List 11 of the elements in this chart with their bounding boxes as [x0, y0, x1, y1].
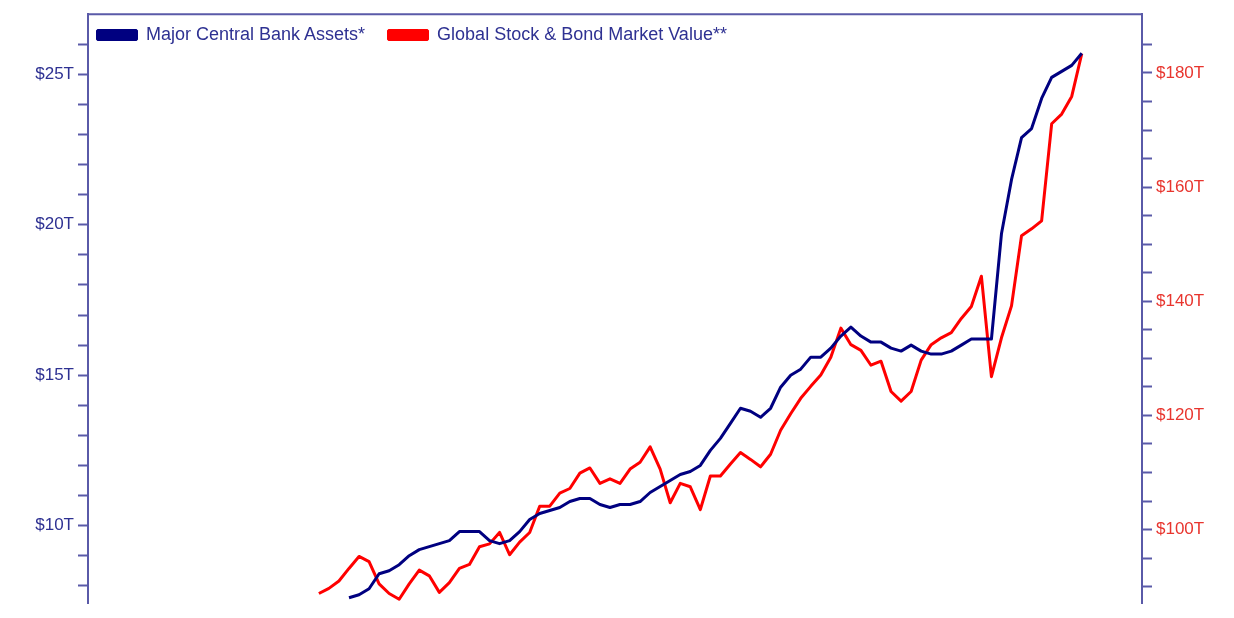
y-tick-label: $10T	[35, 515, 74, 535]
legend-label: Major Central Bank Assets*	[146, 24, 366, 46]
y2-tick-label: $120T	[1156, 405, 1205, 425]
legend-label: Global Stock & Bond Market Value**	[437, 24, 727, 46]
y2-tick-label: $160T	[1156, 176, 1205, 196]
y2-tick-label: $180T	[1156, 62, 1205, 82]
y-tick-label: $15T	[35, 364, 74, 384]
y2-tick-label: $100T	[1156, 519, 1205, 539]
y2-tick-label: $140T	[1156, 290, 1205, 310]
y-tick-label: $25T	[35, 64, 74, 84]
y-tick-label: $20T	[35, 214, 74, 234]
